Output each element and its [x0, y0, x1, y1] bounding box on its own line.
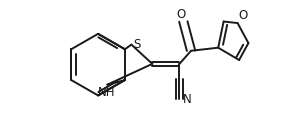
Text: O: O: [239, 9, 248, 22]
Text: O: O: [176, 8, 186, 20]
Text: NH: NH: [98, 86, 115, 99]
Text: S: S: [134, 38, 141, 51]
Text: N: N: [183, 93, 192, 105]
